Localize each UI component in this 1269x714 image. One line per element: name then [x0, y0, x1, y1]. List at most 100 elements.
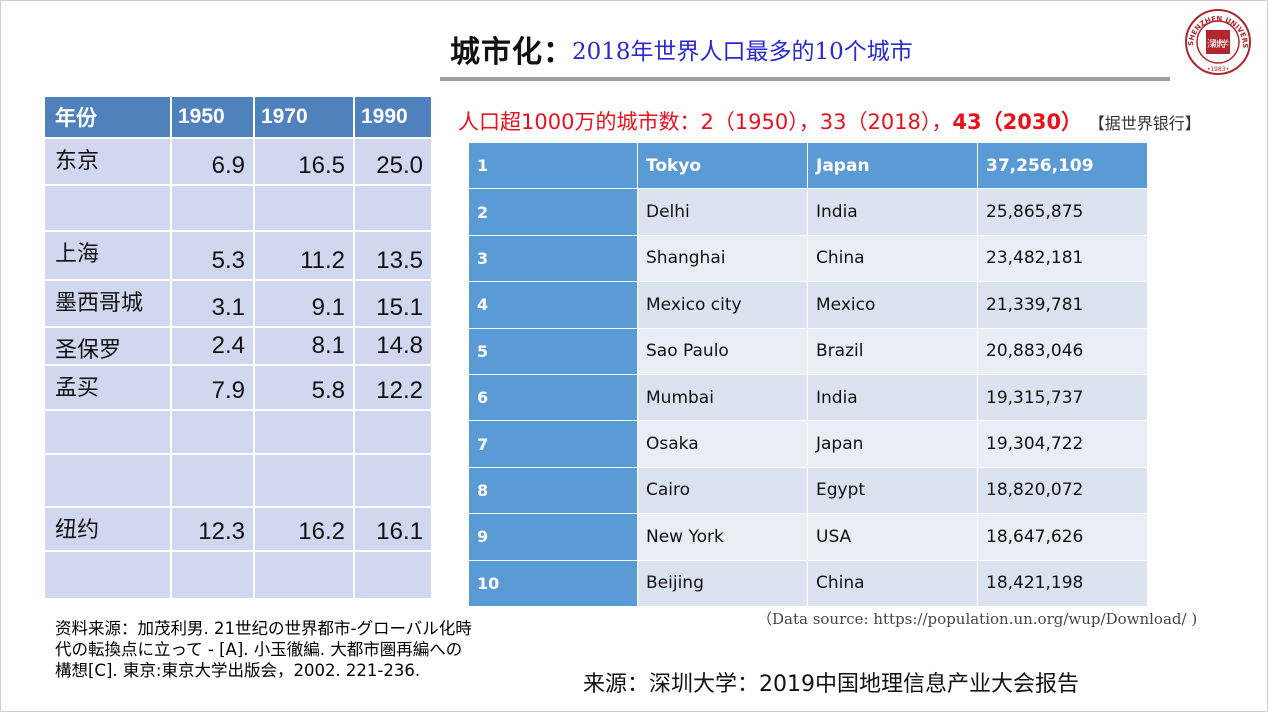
value-cell: 16.2	[255, 506, 355, 550]
value-cell: 14.8	[355, 326, 433, 364]
table-row: 圣保罗 2.4 8.1 14.8	[45, 326, 433, 364]
city-cell	[45, 409, 172, 453]
value-cell: 16.1	[355, 506, 433, 550]
city-cell: Delhi	[638, 189, 808, 236]
value-cell: 7.9	[172, 364, 255, 409]
value-cell	[172, 409, 255, 453]
reference-note: 资料来源：加茂利男. 21世纪の世界都市-グローバル化時代の転換点に立って - …	[55, 619, 472, 680]
population-cell: 25,865,875	[978, 189, 1148, 236]
city-cell: Mexico city	[638, 282, 808, 329]
value-cell: 5.3	[172, 230, 255, 279]
value-cell	[355, 409, 433, 453]
rank-cell: 1	[469, 143, 638, 190]
table-header-row: 年份 1950 1970 1990	[45, 97, 433, 137]
value-cell: 5.8	[255, 364, 355, 409]
population-cell: 23,482,181	[978, 235, 1148, 283]
city-cell: Tokyo	[638, 143, 808, 190]
city-cell: Osaka	[638, 421, 808, 468]
city-cell: Shanghai	[638, 235, 808, 283]
table-row: 9 New York USA 18,647,626	[469, 514, 1148, 561]
country-cell: Mexico	[808, 282, 978, 329]
rank-cell: 3	[469, 235, 638, 283]
city-cell	[45, 453, 172, 506]
un-data-source: （Data source: https://population.un.org/…	[757, 610, 1198, 628]
city-cell: 墨西哥城	[45, 279, 172, 326]
value-cell: 13.5	[355, 230, 433, 279]
city-cell: 纽约	[45, 506, 172, 550]
value-cell: 16.5	[255, 137, 355, 184]
top10-cities-table: 1 Tokyo Japan 37,256,109 2 Delhi India 2…	[469, 143, 1148, 607]
city-cell: 圣保罗	[45, 326, 172, 364]
rank-cell: 8	[469, 467, 638, 515]
historic-population-table: 年份 1950 1970 1990 东京 6.9 16.5 25.0 上海 5.…	[45, 97, 433, 598]
table-row: 墨西哥城 3.1 9.1 15.1	[45, 279, 433, 326]
value-cell: 11.2	[255, 230, 355, 279]
table-row: 5 Sao Paulo Brazil 20,883,046	[469, 328, 1148, 375]
rank-cell: 7	[469, 421, 638, 468]
table-row: 3 Shanghai China 23,482,181	[469, 235, 1148, 283]
table-row	[45, 550, 433, 598]
table-row: 7 Osaka Japan 19,304,722	[469, 421, 1148, 468]
value-cell: 25.0	[355, 137, 433, 184]
university-seal-logo: SHENZHEN UNIVERSITY 深圳大学 •1983•	[1184, 8, 1251, 75]
value-cell: 12.3	[172, 506, 255, 550]
population-cell: 18,820,072	[978, 467, 1148, 515]
table-row: 东京 6.9 16.5 25.0	[45, 137, 433, 184]
value-cell: 2.4	[172, 326, 255, 364]
value-cell	[355, 184, 433, 230]
population-cell: 19,315,737	[978, 374, 1148, 422]
country-cell: India	[808, 189, 978, 236]
value-cell	[355, 453, 433, 506]
table-row: 4 Mexico city Mexico 21,339,781	[469, 282, 1148, 329]
rank-cell: 6	[469, 374, 638, 422]
table-row: 2 Delhi India 25,865,875	[469, 189, 1148, 236]
value-cell: 12.2	[355, 364, 433, 409]
country-cell: China	[808, 560, 978, 607]
country-cell: Japan	[808, 421, 978, 468]
rank-cell: 9	[469, 514, 638, 561]
country-cell: USA	[808, 514, 978, 561]
table-row: 上海 5.3 11.2 13.5	[45, 230, 433, 279]
rank-cell: 10	[469, 560, 638, 607]
table-row: 纽约 12.3 16.2 16.1	[45, 506, 433, 550]
table-row: 8 Cairo Egypt 18,820,072	[469, 467, 1148, 515]
city-cell: New York	[638, 514, 808, 561]
city-cell	[45, 550, 172, 598]
value-cell	[172, 550, 255, 598]
value-cell: 9.1	[255, 279, 355, 326]
title-underline	[440, 77, 1170, 81]
table-row	[45, 453, 433, 506]
value-cell: 8.1	[255, 326, 355, 364]
value-cell	[255, 550, 355, 598]
city-cell: Cairo	[638, 467, 808, 515]
slide-subtitle: 2018年世界人口最多的10个城市	[572, 39, 913, 65]
header-cell: 1970	[255, 97, 355, 137]
slide-title: 城市化：	[450, 35, 574, 70]
value-cell	[172, 184, 255, 230]
megacity-count-2030: 43（2030）	[952, 110, 1083, 134]
country-cell: Brazil	[808, 328, 978, 375]
population-cell: 19,304,722	[978, 421, 1148, 468]
rank-cell: 4	[469, 282, 638, 329]
city-cell: Beijing	[638, 560, 808, 607]
population-cell: 37,256,109	[978, 143, 1148, 190]
table-row: 1 Tokyo Japan 37,256,109	[469, 143, 1148, 190]
country-cell: India	[808, 374, 978, 422]
megacity-count-heading: 人口超1000万的城市数：2（1950），33（2018），43（2030） 【…	[458, 106, 1201, 136]
city-cell: 孟买	[45, 364, 172, 409]
header-cell: 年份	[45, 97, 172, 137]
city-cell: Mumbai	[638, 374, 808, 422]
city-cell: 上海	[45, 230, 172, 279]
table-row: 孟买 7.9 5.8 12.2	[45, 364, 433, 409]
population-cell: 20,883,046	[978, 328, 1148, 375]
value-cell	[255, 184, 355, 230]
header-cell: 1950	[172, 97, 255, 137]
seal-inner-text: 深圳大学	[1207, 38, 1229, 50]
seal-year: •1983•	[1207, 66, 1229, 73]
city-cell: Sao Paulo	[638, 328, 808, 375]
value-cell	[255, 409, 355, 453]
population-cell: 18,647,626	[978, 514, 1148, 561]
header-cell: 1990	[355, 97, 433, 137]
value-cell	[355, 550, 433, 598]
